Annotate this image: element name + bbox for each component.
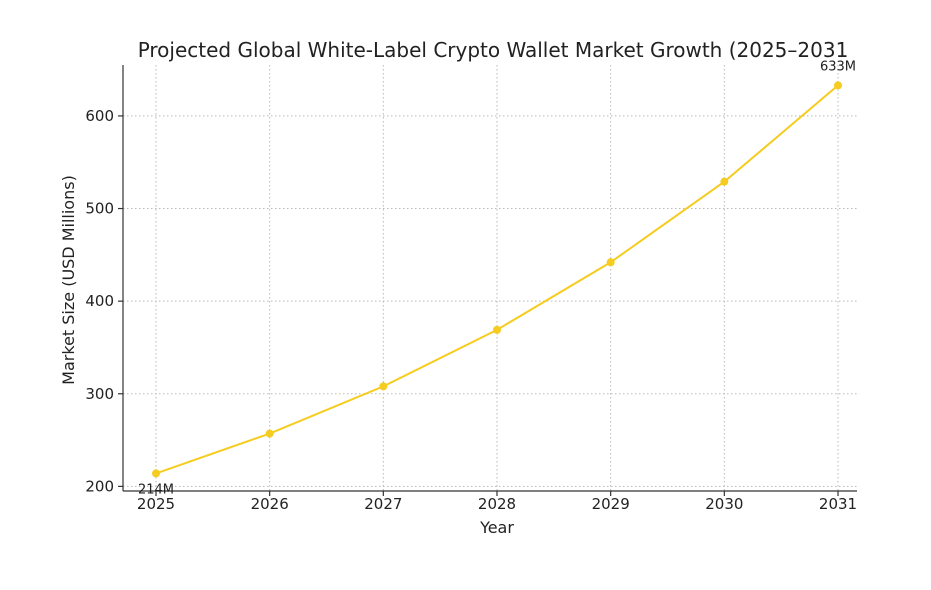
y-axis-label: Market Size (USD Millions) — [59, 175, 78, 385]
chart-title: Projected Global White-Label Crypto Wall… — [138, 38, 849, 62]
x-tick-label-4: 2029 — [592, 495, 630, 513]
y-tick-label-4: 600 — [85, 107, 114, 125]
x-tick-label-2: 2027 — [364, 495, 402, 513]
annotations: 214M 633M — [138, 59, 856, 497]
data-point-2030 — [720, 177, 729, 186]
x-tick-label-6: 2031 — [819, 495, 857, 513]
axis-ticks: 200 300 400 500 600 2025 2026 2027 2028 2029 2030 2… — [85, 107, 857, 513]
data-point-2026 — [265, 429, 274, 438]
x-tick-label-1: 2026 — [251, 495, 289, 513]
x-tick-label-5: 2030 — [705, 495, 743, 513]
data-point-2031 — [834, 81, 842, 90]
x-tick-label-3: 2028 — [478, 495, 516, 513]
annotation-1: 633M — [820, 59, 856, 74]
grid — [123, 65, 857, 491]
data-point-2029 — [606, 258, 615, 267]
data-point-2025 — [152, 469, 160, 478]
x-axis-label: Year — [479, 518, 514, 537]
data-point-2027 — [379, 382, 388, 391]
data-point-2028 — [493, 325, 501, 334]
annotation-0: 214M — [138, 482, 174, 497]
y-tick-label-3: 500 — [85, 200, 114, 218]
series-line — [155, 84, 839, 475]
y-tick-label-2: 400 — [85, 292, 114, 310]
data-points — [152, 81, 842, 478]
y-tick-label-1: 300 — [85, 385, 114, 403]
x-tick-label-0: 2025 — [137, 495, 175, 513]
y-tick-label-0: 200 — [85, 477, 114, 495]
